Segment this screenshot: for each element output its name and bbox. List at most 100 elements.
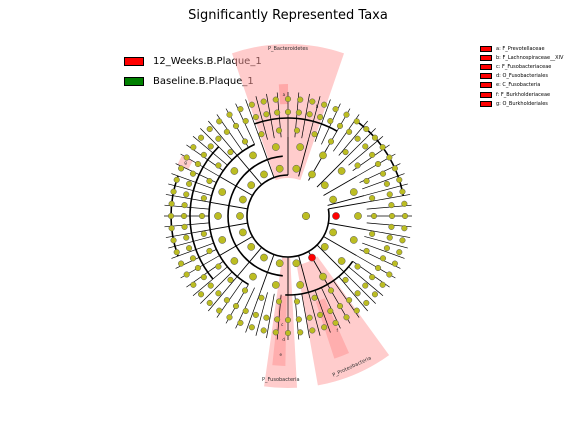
taxon-node: [168, 225, 175, 232]
taxon-node: [260, 253, 268, 262]
taxon-node: [237, 319, 244, 326]
leaf-branch: [208, 276, 238, 312]
branch-line: [298, 139, 309, 177]
taxon-node: [216, 307, 223, 314]
marker-letter-a: a: [283, 92, 286, 97]
taxon-node: [388, 202, 395, 209]
taxon-node: [263, 111, 270, 118]
taxon-node: [379, 170, 387, 177]
taxon-node: [198, 134, 205, 141]
taxon-node: [396, 249, 403, 256]
taxa-legend-entry: g: O_Burkholderiales: [480, 99, 563, 108]
marker-letter-e: e: [279, 352, 282, 357]
leaf-branch: [362, 173, 405, 190]
sector-marker-f: [315, 298, 350, 359]
taxon-node: [354, 212, 362, 220]
taxa-color-swatch: [480, 100, 492, 107]
taxa-legend-label: e: C_Fusobacteria: [496, 82, 541, 89]
taxon-node: [242, 117, 249, 125]
branch-line: [219, 176, 253, 196]
branch-line: [219, 236, 253, 256]
taxon-node: [236, 212, 244, 220]
taxon-node: [297, 329, 304, 336]
taxon-node: [362, 143, 369, 150]
taxon-node: [383, 245, 390, 252]
taxa-legend-entry: a: F_Prevotellaceae: [480, 44, 563, 53]
taxon-node: [181, 223, 188, 230]
taxon-node: [206, 299, 213, 306]
taxon-node: [260, 327, 267, 334]
leaf-branch: [171, 173, 214, 190]
taxon-node: [379, 144, 386, 151]
marker-letter-f: f: [337, 328, 339, 333]
taxon-node: [241, 138, 249, 145]
taxon-node: [319, 272, 327, 281]
taxon-node: [386, 271, 393, 278]
taxon-node: [183, 191, 190, 198]
taxon-node: [332, 106, 339, 113]
taxon-node: [242, 307, 249, 315]
branch-line: [210, 201, 248, 210]
taxon-node: [317, 311, 324, 318]
taxa-legend: a: F_Prevotellaceae b: F_Lachnospiraceae…: [480, 44, 563, 108]
taxon-node: [293, 298, 301, 305]
leaf-branch: [255, 292, 268, 336]
taxon-node: [363, 299, 370, 306]
taxon-node: [183, 271, 190, 278]
clade-arc: [354, 119, 405, 196]
taxon-node: [353, 307, 360, 314]
sector-proteobacteria: [296, 256, 390, 386]
taxon-node: [216, 118, 223, 125]
figure-title: Significantly Represented Taxa: [188, 8, 388, 23]
taxon-node: [215, 135, 222, 142]
taxon-node: [190, 144, 197, 151]
taxon-node: [232, 303, 240, 310]
taxa-legend-entry: b: F_Lachnospiraceae__XIV: [480, 53, 563, 62]
leaf-branch: [364, 183, 408, 196]
leaf-branch: [168, 236, 212, 249]
taxon-node: [237, 106, 244, 113]
taxon-node: [215, 162, 222, 169]
taxon-node: [342, 149, 349, 156]
taxon-node: [223, 128, 230, 135]
taxon-node: [183, 154, 190, 161]
taxon-node: [327, 117, 334, 125]
taxon-node: [215, 263, 222, 270]
taxon-node: [346, 297, 353, 304]
taxon-node: [198, 291, 205, 298]
taxon-node: [247, 181, 256, 189]
taxon-node: [263, 314, 270, 321]
taxon-node: [321, 324, 328, 331]
taxon-node: [342, 276, 349, 283]
taxon-node: [292, 259, 301, 268]
taxon-node: [317, 114, 324, 121]
taxon-node: [371, 291, 378, 298]
taxon-node: [295, 109, 302, 116]
taxon-node: [284, 108, 292, 116]
marker-letter-c: c: [281, 322, 283, 327]
taxon-node: [332, 319, 339, 326]
taxon-node: [227, 276, 234, 283]
taxon-node: [249, 272, 257, 281]
taxon-node: [186, 245, 193, 252]
taxon-node: [218, 236, 227, 244]
taxon-node: [232, 122, 240, 129]
taxa-legend-entry: d: O_Fusobacteriales: [480, 72, 563, 81]
sector-marker-c: [272, 295, 287, 366]
taxon-node: [241, 287, 249, 294]
taxon-node: [370, 212, 378, 220]
taxon-node: [170, 237, 177, 244]
taxon-node: [284, 316, 292, 324]
taxa-color-swatch: [480, 63, 492, 70]
taxon-node: [349, 188, 358, 196]
taxon-node: [190, 281, 197, 288]
group-color-swatch: [124, 56, 144, 66]
branch-line: [236, 155, 262, 185]
clade-arc: [189, 146, 220, 280]
taxon-node: [293, 127, 301, 134]
taxon-node: [189, 170, 197, 177]
taxa-legend-label: f: F_Burkholderiaceae: [496, 91, 551, 98]
leaf-branch: [168, 183, 212, 196]
leaf-branch: [348, 266, 384, 296]
taxon-node: [311, 131, 318, 138]
